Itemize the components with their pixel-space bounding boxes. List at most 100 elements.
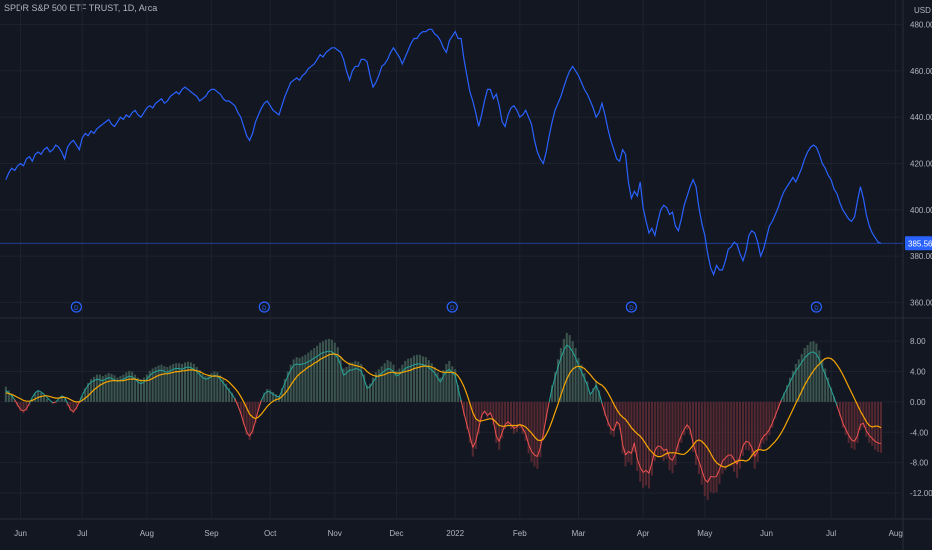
histogram-bar	[201, 373, 204, 402]
histogram-bar	[166, 366, 169, 402]
fast-line-segment	[672, 453, 676, 461]
fast-line-segment	[222, 382, 227, 388]
histogram-bar	[90, 379, 93, 402]
fast-line-segment	[20, 409, 24, 412]
fast-line-segment	[792, 370, 797, 377]
fast-line-segment	[87, 381, 92, 386]
histogram-bar	[512, 401, 515, 434]
fast-line-segment	[275, 395, 280, 398]
histogram-bar	[163, 366, 166, 402]
fast-line-segment	[628, 450, 632, 454]
histogram-bar	[771, 401, 774, 428]
fast-line-segment	[190, 367, 195, 370]
oscillator-lines	[5, 344, 882, 483]
fast-line-segment	[610, 428, 615, 432]
histogram-bar	[806, 344, 809, 402]
histogram-bar	[815, 343, 818, 402]
histogram-bar	[436, 372, 439, 402]
fast-line-segment	[592, 384, 597, 391]
histogram-bar	[245, 401, 248, 436]
price-tick-label: 480.00	[910, 21, 932, 30]
fast-line-segment	[67, 403, 71, 410]
histogram-bar	[595, 381, 598, 402]
fast-line-segment	[184, 366, 189, 369]
fast-line-segment	[701, 470, 706, 480]
fast-line-segment	[484, 410, 488, 416]
histogram-bar	[289, 364, 292, 402]
histogram-bar	[562, 338, 565, 402]
signal-line	[5, 353, 882, 468]
histogram-bar	[862, 401, 865, 428]
histogram-bar	[759, 401, 762, 450]
fast-line-segment	[108, 377, 112, 379]
fast-line-segment	[698, 460, 703, 471]
fast-line-segment	[451, 372, 456, 376]
fast-line-segment	[789, 375, 794, 383]
fast-line-segment	[522, 428, 527, 435]
fast-line-segment	[833, 397, 838, 406]
price-tick-label: 380.00	[910, 252, 932, 261]
histogram-bar	[43, 395, 46, 402]
histogram-bar	[785, 385, 789, 402]
histogram-bar	[589, 392, 592, 402]
fast-line-segment	[613, 421, 618, 431]
fast-line-segment	[862, 422, 867, 431]
histogram-bar	[574, 348, 577, 402]
histogram-bar	[333, 342, 336, 402]
histogram-bar	[774, 401, 777, 419]
histogram-bar	[69, 401, 72, 412]
fast-line-segment	[713, 475, 717, 478]
fast-line-segment	[848, 435, 853, 441]
histogram-bar	[348, 362, 351, 402]
histogram-bar	[700, 401, 703, 485]
histogram-bar	[298, 357, 301, 402]
fast-line-segment	[369, 381, 374, 388]
fast-line-segment	[428, 367, 432, 371]
histogram-bar	[430, 363, 433, 402]
histogram-bar	[13, 400, 16, 402]
fast-line-segment	[93, 378, 98, 382]
histogram-bar	[377, 369, 380, 402]
histogram-bar	[830, 387, 833, 402]
fast-line-segment	[11, 395, 16, 400]
fast-line-segment	[405, 366, 409, 369]
histogram-bar	[366, 385, 369, 402]
fast-line-segment	[181, 367, 186, 370]
histogram-bar	[54, 401, 57, 404]
fast-line-segment	[308, 359, 312, 363]
histogram-bar	[718, 401, 721, 484]
fast-line-segment	[267, 390, 271, 393]
fast-line-segment	[340, 365, 345, 376]
fast-line-segment	[531, 450, 535, 456]
fast-line-segment	[842, 422, 847, 430]
fast-line-segment	[469, 435, 474, 448]
fast-line-segment	[748, 441, 753, 448]
fast-line-segment	[158, 369, 162, 372]
dividend-marker	[70, 301, 82, 313]
fast-line-segment	[722, 457, 726, 462]
histogram-bar	[360, 363, 363, 402]
histogram-bar	[542, 401, 545, 441]
price-series	[0, 28, 903, 277]
histogram-bar	[63, 398, 66, 402]
histogram-bar	[330, 339, 333, 402]
histogram-bar	[207, 375, 210, 402]
fast-line-segment	[710, 475, 714, 478]
histogram-bar	[821, 359, 824, 402]
fast-line-segment	[724, 454, 729, 459]
fast-line-segment	[446, 368, 450, 372]
histogram-bar	[415, 354, 419, 402]
histogram-bar	[777, 401, 780, 410]
histogram-bar	[501, 401, 504, 439]
fast-line-segment	[257, 400, 262, 410]
histogram-bar	[160, 364, 163, 402]
fast-line-segment	[824, 374, 829, 383]
histogram-bar	[636, 401, 639, 472]
histogram-bar	[192, 363, 195, 402]
fast-line-segment	[205, 377, 209, 380]
fast-line-segment	[322, 351, 327, 354]
fast-line-segment	[17, 404, 21, 410]
fast-line-segment	[287, 369, 292, 377]
